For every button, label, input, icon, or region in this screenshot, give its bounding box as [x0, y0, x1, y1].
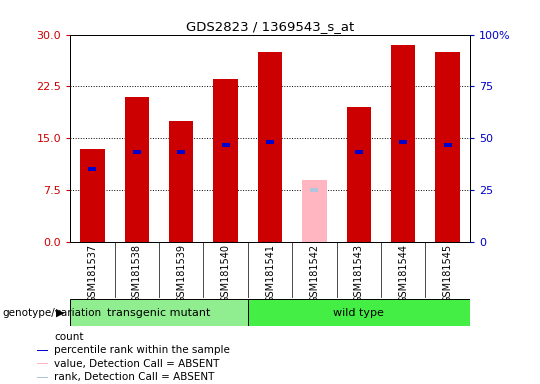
Bar [169, 121, 193, 242]
Bar [248, 299, 470, 326]
Text: count: count [54, 332, 84, 342]
Title: GDS2823 / 1369543_s_at: GDS2823 / 1369543_s_at [186, 20, 354, 33]
Text: rank, Detection Call = ABSENT: rank, Detection Call = ABSENT [54, 372, 214, 382]
Bar [37, 377, 48, 378]
Bar [37, 363, 48, 364]
Text: GSM181538: GSM181538 [132, 243, 142, 303]
Bar [347, 107, 371, 242]
Text: ▶: ▶ [56, 308, 65, 318]
Text: GSM181543: GSM181543 [354, 243, 364, 303]
Bar [391, 45, 415, 242]
Text: GSM181539: GSM181539 [176, 243, 186, 303]
Bar [221, 143, 229, 147]
Text: GSM181544: GSM181544 [398, 243, 408, 303]
Bar [443, 143, 451, 147]
Bar [89, 167, 97, 171]
Text: GSM181541: GSM181541 [265, 243, 275, 303]
Bar [133, 150, 141, 154]
Bar [310, 188, 319, 192]
Text: GSM181545: GSM181545 [443, 243, 453, 303]
Text: GSM181542: GSM181542 [309, 243, 319, 303]
Text: GSM181537: GSM181537 [87, 243, 97, 303]
Bar [125, 97, 149, 242]
Bar [177, 150, 185, 154]
Text: value, Detection Call = ABSENT: value, Detection Call = ABSENT [54, 359, 220, 369]
Bar [266, 140, 274, 144]
Text: GSM181540: GSM181540 [221, 243, 231, 303]
Bar [355, 150, 363, 154]
Bar [435, 52, 460, 242]
Text: transgenic mutant: transgenic mutant [107, 308, 211, 318]
Bar [258, 52, 282, 242]
Bar [80, 149, 105, 242]
Bar [213, 79, 238, 242]
Bar [70, 299, 248, 326]
Bar [37, 350, 48, 351]
Bar [399, 140, 407, 144]
Text: genotype/variation: genotype/variation [3, 308, 102, 318]
Bar [302, 180, 327, 242]
Bar [37, 336, 48, 338]
Text: percentile rank within the sample: percentile rank within the sample [54, 345, 230, 356]
Text: wild type: wild type [333, 308, 384, 318]
